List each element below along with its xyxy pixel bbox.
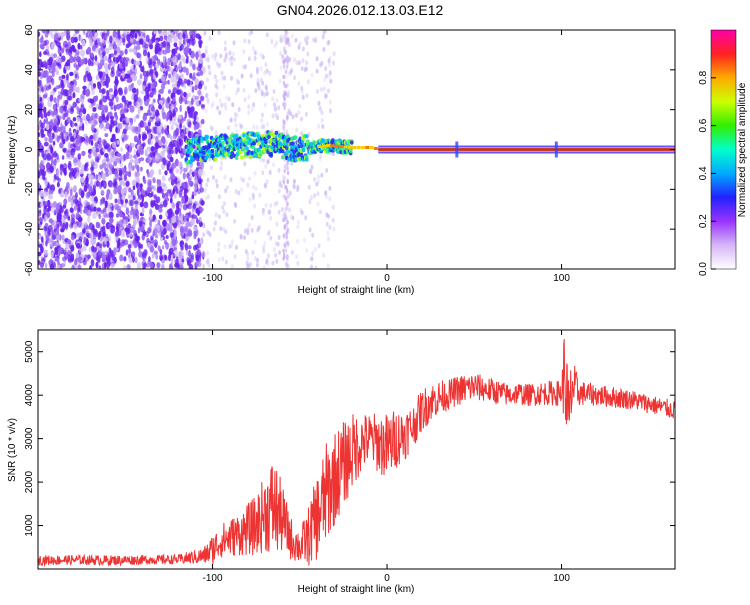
spectrogram-x-label: Height of straight line (km) (298, 285, 415, 296)
y-tick-label: 1000 (24, 514, 35, 537)
y-tick-label: -40 (24, 222, 35, 237)
y-tick-label: -20 (24, 182, 35, 197)
colorbar-tick-label: 0.2 (698, 214, 709, 228)
snr-panel: -100 0 100 1000 2000 3000 4000 5000 Height of … (7, 329, 676, 595)
colorbar-ticks: 0.0 0.2 0.4 0.6 0.8 (698, 29, 737, 276)
x-tick-label: -100 (203, 573, 223, 584)
figure-title: GN04.2026.012.13.03.E12 (276, 2, 444, 18)
x-tick-label: -100 (203, 273, 223, 284)
snr-series-line (38, 338, 675, 568)
y-tick-label: 60 (24, 24, 35, 36)
y-tick-label: 2000 (24, 471, 35, 494)
x-tick-label: 0 (384, 573, 390, 584)
y-tick-label: -60 (24, 261, 35, 276)
colorbar-tick-label: 0.8 (698, 70, 709, 84)
y-tick-label: 3000 (24, 427, 35, 450)
snr-y-label: SNR (10 * v/v) (7, 418, 18, 482)
spectrogram-y-ticks: -60 -40 -20 0 20 40 60 (24, 24, 675, 276)
colorbar-frame (710, 29, 737, 270)
y-tick-label: 0 (24, 146, 35, 152)
colorbar-gradient (711, 30, 736, 269)
snr-x-ticks: -100 0 100 (203, 330, 570, 584)
colorbar-label: Normalized spectral amplitude (737, 82, 748, 217)
snr-frame (37, 329, 676, 570)
spectrogram-track-layer (184, 130, 675, 166)
y-tick-label: 5000 (24, 340, 35, 363)
y-tick-label: 40 (24, 64, 35, 76)
snr-x-label: Height of straight line (km) (298, 584, 415, 595)
spectrogram-y-label: Frequency (Hz) (7, 116, 18, 185)
spectrogram-noise-layer (38, 30, 336, 269)
x-tick-label: 0 (384, 273, 390, 284)
colorbar-tick-label: 0.4 (698, 166, 709, 180)
x-tick-label: 100 (553, 573, 570, 584)
colorbar-tick-label: 0.6 (698, 118, 709, 132)
y-tick-label: 4000 (24, 384, 35, 407)
spectrogram-x-ticks: -100 0 100 (203, 30, 570, 284)
x-tick-label: 100 (553, 273, 570, 284)
y-tick-label: 20 (24, 104, 35, 116)
colorbar: 0.0 0.2 0.4 0.6 0.8 Normalized spectral ampl… (698, 29, 748, 276)
colorbar-tick-label: 0.0 (698, 262, 709, 276)
spectrogram-panel: -100 0 100 -60 -40 -20 0 20 40 60 Height of stra… (7, 24, 676, 296)
snr-y-ticks: 1000 2000 3000 4000 5000 (24, 340, 675, 537)
